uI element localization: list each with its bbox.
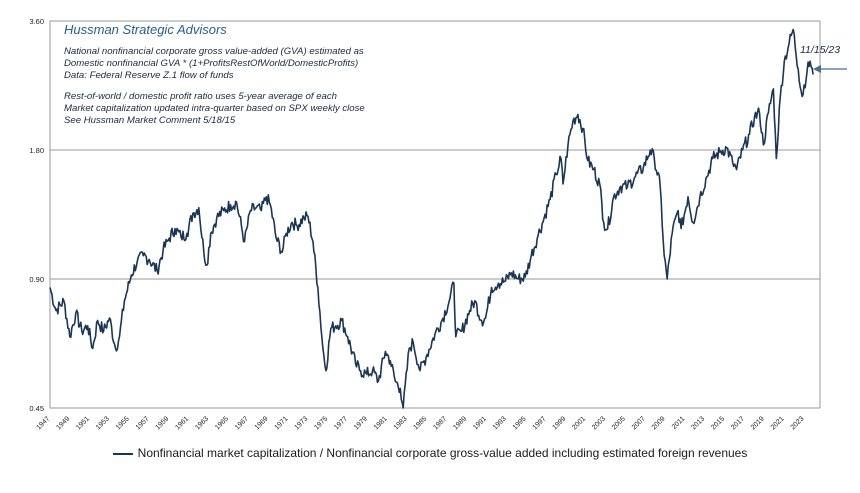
x-tick-label: 1977 (333, 415, 349, 431)
gridlines (50, 20, 820, 409)
note-line: National nonfinancial corporate gross va… (64, 46, 364, 57)
x-tick-label: 1981 (373, 415, 389, 431)
x-tick-label: 2021 (770, 415, 786, 431)
x-tick-label: 1995 (512, 415, 528, 431)
x-tick-label: 1965 (214, 415, 230, 431)
note-line: Domestic nonfinancial GVA * (1+ProfitsRe… (64, 58, 359, 70)
legend: Nonfinancial market capitalization / Non… (0, 446, 860, 460)
note-gap (64, 83, 365, 91)
x-tick-label: 1973 (293, 415, 309, 431)
x-tick-label: 2011 (671, 415, 687, 431)
x-tick-label: 2013 (690, 415, 706, 431)
y-tick-label: 1.80 (29, 146, 44, 155)
x-tick-label: 2017 (730, 415, 746, 431)
x-tick-label: 2019 (750, 415, 766, 431)
x-tick-label: 2001 (571, 415, 587, 431)
x-tick-label: 2023 (790, 415, 806, 431)
note-line: Market capitalization updated intra-quar… (64, 102, 365, 114)
x-tick-label: 1959 (155, 415, 171, 431)
x-tick-label: 1985 (413, 415, 429, 431)
note-line: See Hussman Market Comment 5/18/15 (64, 115, 236, 127)
series-line (49, 28, 814, 409)
x-tick-label: 1997 (532, 415, 548, 431)
legend-label: Nonfinancial market capitalization / Non… (137, 446, 748, 460)
x-tick-label: 1983 (393, 415, 409, 431)
chart-title: Hussman Strategic Advisors (64, 22, 227, 37)
x-tick-label: 1989 (452, 415, 468, 431)
x-tick-labels: 1947 1949 1951 1953 1955 1957 1959 1961 1963 1965… (35, 415, 805, 431)
x-tick-label: 1961 (174, 415, 190, 431)
x-tick-label: 1975 (313, 415, 329, 431)
x-tick-label: 1949 (55, 415, 71, 431)
x-tick-label: 1979 (353, 415, 369, 431)
x-tick-label: 1947 (35, 415, 51, 431)
current-value-arrow (813, 65, 847, 73)
x-tick-label: 1955 (115, 415, 131, 431)
x-tick-label: 2005 (611, 415, 627, 431)
x-tick-label: 1991 (472, 415, 488, 431)
y-tick-labels: 0.45 0.90 1.80 3.60 (29, 17, 44, 413)
x-tick-label: 1987 (432, 415, 448, 431)
x-tick-label: 2003 (591, 415, 607, 431)
legend-swatch (112, 452, 133, 455)
y-tick-label: 0.90 (29, 275, 44, 284)
current-date-label: 11/15/23 (800, 44, 841, 56)
x-tick-label: 1957 (135, 415, 151, 431)
x-tick-label: 2007 (631, 415, 647, 431)
x-tick-label: 2009 (651, 415, 667, 431)
x-tick-label: 1993 (492, 415, 508, 431)
x-tick-label: 1953 (95, 415, 111, 431)
note-line: Rest-of-world / domestic profit ratio us… (64, 90, 338, 102)
y-tick-label: 3.60 (29, 17, 44, 26)
chart-notes: National nonfinancial corporate gross va… (64, 46, 365, 127)
x-tick-label: 1969 (254, 415, 270, 431)
x-tick-label: 1999 (551, 415, 567, 431)
x-tick-label: 1971 (274, 415, 290, 431)
y-tick-label: 0.45 (29, 404, 44, 413)
x-tick-label: 1951 (75, 415, 91, 431)
x-tick-label: 1963 (194, 415, 210, 431)
note-line: Data: Federal Reserve Z.1 flow of funds (64, 70, 234, 82)
x-tick-label: 2015 (710, 415, 726, 431)
x-tick-label: 1967 (234, 415, 250, 431)
